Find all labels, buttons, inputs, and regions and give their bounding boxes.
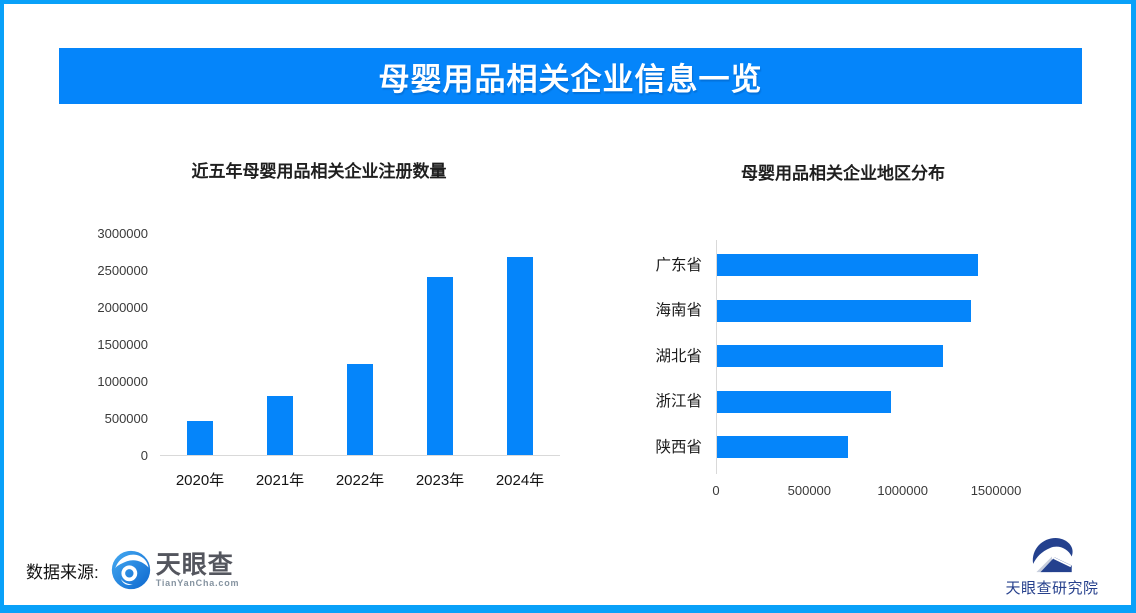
institute-swoosh-house-icon [1032, 538, 1073, 573]
left-chart-x-tick-label: 2022年 [335, 472, 385, 489]
right-chart-bar [717, 300, 971, 322]
right-chart-category-label: 广东省 [655, 257, 702, 274]
right-chart-plot [717, 242, 1029, 474]
right-chart-title: 母婴用品相关企业地区分布 [741, 164, 945, 183]
right-chart-category-label: 海南省 [655, 302, 702, 319]
right-chart-x-axis: 0 500000 1000000 1500000 [712, 482, 1021, 500]
left-chart-plot [160, 233, 560, 456]
tianyancha-logo: 天眼查 TianYanCha.com [111, 550, 240, 590]
left-chart-bar [187, 421, 213, 455]
left-chart-x-tick-label: 2021年 [255, 472, 305, 489]
left-chart-x-tick-label: 2020年 [175, 472, 225, 489]
left-chart-y-tick-label: 1000000 [97, 374, 148, 389]
left-chart-x-tick-label: 2023年 [415, 472, 465, 489]
left-chart-bar [427, 277, 453, 455]
left-chart-y-tick-label: 3000000 [97, 226, 148, 241]
right-chart-bar [717, 254, 978, 276]
left-chart-bar [347, 364, 373, 455]
left-chart-title: 近五年母婴用品相关企业注册数量 [191, 162, 447, 181]
left-chart-y-tick-label: 0 [140, 448, 148, 463]
left-chart-y-tick-label: 2000000 [97, 300, 148, 315]
right-chart-axis-line [716, 240, 717, 474]
data-source-label: 数据来源: [26, 562, 99, 582]
left-chart-x-axis: 2020年 2021年 2022年 2023年 2024年 [160, 470, 560, 492]
left-chart-x-tick-label: 2024年 [495, 472, 545, 489]
left-chart-bar [507, 257, 533, 455]
left-chart-y-tick-label: 2500000 [97, 263, 148, 278]
page-title: 母婴用品相关企业信息一览 [378, 61, 763, 97]
right-chart-bar [717, 436, 848, 458]
institute-logo-text: 天眼查研究院 [1005, 580, 1099, 597]
right-chart-bar [717, 345, 943, 367]
right-chart-category-label: 湖北省 [655, 348, 702, 365]
left-chart-bar [267, 396, 293, 455]
tianyancha-logo-text: 天眼查 [155, 551, 234, 579]
right-chart-x-tick-label: 0 [712, 483, 720, 498]
right-chart-category-label: 浙江省 [655, 393, 702, 410]
left-chart-y-tick-label: 500000 [104, 411, 148, 426]
right-chart-x-tick-label: 1000000 [877, 483, 928, 498]
right-chart-bar [717, 391, 891, 413]
right-chart-x-tick-label: 500000 [787, 483, 832, 498]
tianyancha-logo-text-block: 天眼查 TianYanCha.com [156, 552, 240, 588]
left-chart-y-tick-label: 1500000 [97, 337, 148, 352]
institute-logo: 天眼查研究院 [996, 534, 1108, 598]
right-chart-category-label: 陕西省 [655, 439, 702, 456]
tianyancha-eye-icon [111, 550, 150, 590]
tianyancha-domain-text: TianYanCha.com [155, 578, 240, 588]
title-banner: 母婴用品相关企业信息一览 [59, 48, 1082, 104]
right-chart-category-axis: 广东省海南省湖北省浙江省陕西省 [594, 242, 702, 474]
data-source: 数据来源: 天眼查 TianYanCha.com [26, 545, 239, 595]
right-chart-x-tick-label: 1500000 [970, 483, 1022, 498]
left-chart-y-axis: 0 500000 1000000 1500000 2000000 2500000 30000… [54, 226, 148, 463]
